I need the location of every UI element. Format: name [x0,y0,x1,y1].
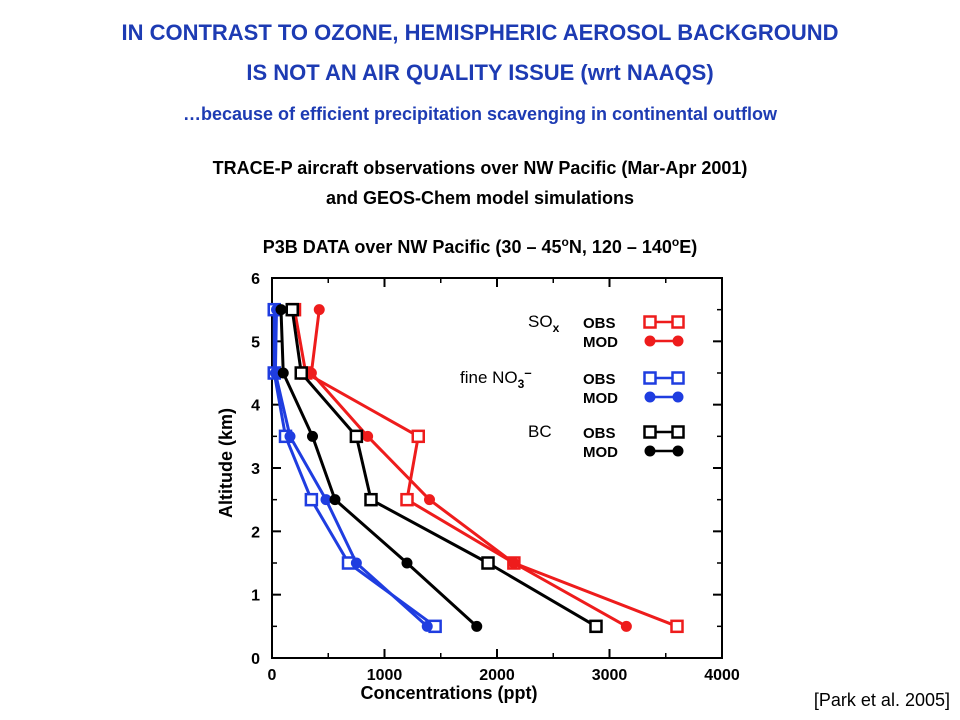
data-point [294,366,308,380]
description-line-1: TRACE-P aircraft observations over NW Pa… [212,158,748,178]
data-point [284,430,296,442]
data-point [401,557,413,569]
y-tick-label: 3 [251,461,260,478]
data-point [421,620,433,632]
chart-title-post: E) [679,237,698,257]
series-2-obs [267,302,442,634]
y-tick-label: 5 [251,334,260,351]
slide-title-line-1: IN CONTRAST TO OZONE, HEMISPHERIC AEROSO… [121,20,839,45]
data-point [471,620,483,632]
series-line [273,309,429,628]
citation: [Park et al. 2005] [813,690,950,710]
x-tick-label: 1000 [367,667,403,684]
series-3-mod [269,304,433,632]
data-point [508,557,520,569]
data-point [350,557,362,569]
chart-title-mid: N, 120 – 140 [568,237,672,257]
legend-species-label: SOx [528,312,560,335]
legend-obs-label: OBS [583,371,616,388]
data-point [620,620,632,632]
series-5-mod [275,304,483,632]
legend-marker [672,335,684,347]
series-4-obs [285,302,603,634]
legend-species-label: BC [528,422,552,441]
data-point [275,304,287,316]
legend-marker [644,445,656,457]
legend-marker [672,445,684,457]
data-point [481,556,495,570]
data-point [424,494,435,506]
data-point [329,494,341,506]
legend-obs-label: OBS [583,425,616,442]
data-point [670,619,684,634]
chart-title-pre: P3B DATA over NW Pacific (30 – 45 [262,237,562,257]
data-point [349,429,364,444]
legend-marker [643,371,657,385]
chart-title: P3B DATA over NW Pacific (30 – 45oN, 120… [0,235,960,258]
legend-species-prefix: SO [528,312,553,331]
legend-species-prefix: BC [528,422,552,441]
series-1-mod [305,304,632,632]
data-point [304,492,319,507]
data-point [411,429,425,444]
legend-mod-label: MOD [583,334,618,351]
chart-axes: 0 1000 2000 3000 4000 0 1 2 3 4 5 6 [251,271,740,684]
legend-marker [643,425,657,439]
data-point [589,619,603,634]
y-tick-label: 6 [251,271,260,288]
legend-obs-label: OBS [583,315,616,332]
legend-marker [671,315,685,329]
x-tick-label: 2000 [479,667,515,684]
legend-marker [644,335,656,347]
data-point [277,367,289,379]
x-tick-label: 3000 [592,667,628,684]
legend-marker [671,425,685,439]
series-line [309,309,628,628]
legend-species-sup: – [524,365,531,380]
legend-species-sub: x [553,321,560,335]
plot-frame [271,277,723,659]
x-tick-label: 4000 [704,667,740,684]
legend-marker [644,391,656,403]
data-point [285,302,299,317]
series-0-obs [287,302,684,634]
legend-marker [672,391,684,403]
data-point [307,430,318,442]
series-line [279,309,478,628]
legend-mod-label: MOD [583,390,618,407]
y-tick-label: 4 [251,398,260,415]
y-tick-label: 0 [251,651,260,668]
chart-title-sup-2: o [671,235,680,249]
y-tick-label: 1 [251,588,260,605]
legend-mod-label: MOD [583,444,618,461]
chart-title-sup-1: o [561,235,569,249]
data-point [364,492,378,507]
chart-series [267,302,684,634]
legend-marker [643,315,657,329]
y-tick-label: 2 [251,524,260,541]
chart-legend: SOx OBS MOD fine NO3– OBS MOD BC OBS MOD [460,312,685,461]
legend-species-label: fine NO3– [460,365,532,391]
x-tick-label: 0 [268,667,277,684]
data-point [362,430,374,442]
legend-species-sub: 3 [518,377,525,391]
slide-title-line-2: IS NOT AN AIR QUALITY ISSUE (wrt NAAQS) [246,60,714,85]
legend-species-prefix: fine NO [460,368,518,387]
slide-subtitle: …because of efficient precipitation scav… [182,104,778,124]
description-line-2: and GEOS-Chem model simulations [325,188,635,208]
legend-marker [671,371,685,385]
y-axis-label: Altitude (km) [216,408,236,518]
series-line [293,309,678,628]
x-axis-label: Concentrations (ppt) [361,683,538,703]
data-point [313,304,325,316]
series-line [290,309,597,628]
data-point [400,492,414,507]
